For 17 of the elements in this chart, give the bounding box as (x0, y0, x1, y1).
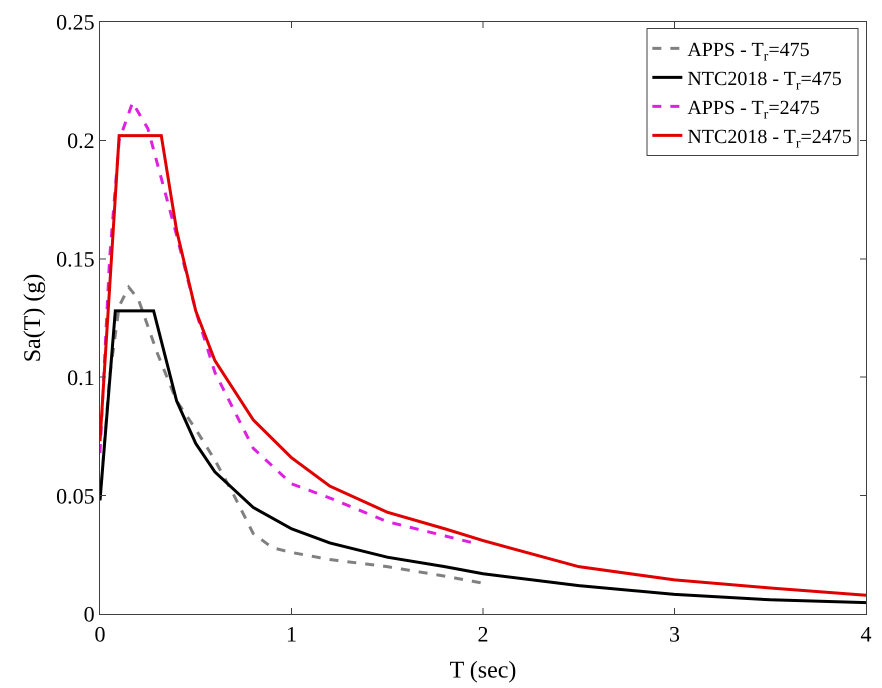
legend-label: APPS - T$_{r}$=2475 (687, 97, 820, 122)
y-tick-label: 0 (84, 602, 95, 627)
y-tick-label: 0.1 (67, 364, 95, 390)
y-tick-label: 0.2 (67, 128, 95, 154)
legend-label: NTC2018 - T$_{r}$=2475 (687, 126, 852, 152)
x-tick-label: 1 (286, 621, 297, 646)
line-series (100, 309, 866, 604)
y-axis-title: Sa(T) (g) (20, 274, 46, 362)
y-tick-label: 0.25 (56, 10, 95, 35)
y-tick-label: 0.05 (56, 483, 95, 508)
x-tick-label: 3 (669, 621, 680, 646)
legend-label: NTC2018 - T$_{r}$=475 (687, 68, 842, 94)
x-tick-label: 2 (478, 621, 488, 646)
legend-label: APPS - T$_{r}$=475 (687, 39, 810, 64)
y-tick-label: 0.15 (56, 246, 95, 272)
x-axis-title: T (sec) (450, 658, 516, 684)
x-tick-label: 4 (860, 621, 872, 646)
